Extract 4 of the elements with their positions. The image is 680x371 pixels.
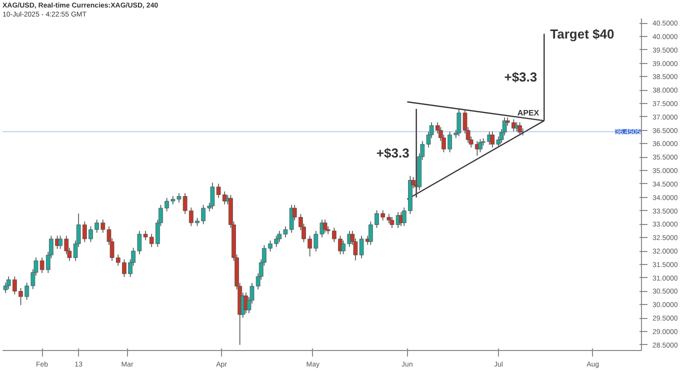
annotation: +$3.3 (504, 70, 538, 85)
annotation: APEX (517, 108, 540, 118)
annotation: Target $40 (550, 26, 614, 42)
annotation: +$3.3 (376, 146, 410, 161)
